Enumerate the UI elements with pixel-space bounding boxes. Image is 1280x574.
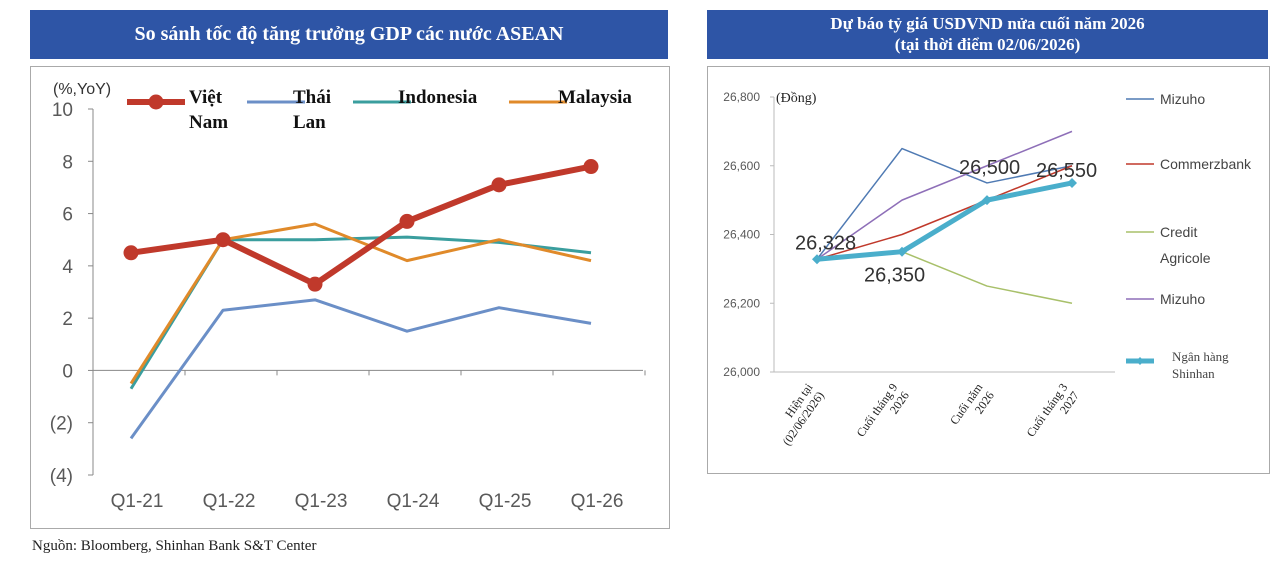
legend-label-3: Mizuho bbox=[1160, 291, 1205, 307]
series-line-0 bbox=[816, 147, 1073, 260]
y-tick-label: (4) bbox=[50, 466, 73, 487]
legend-label-1: Thái bbox=[293, 87, 331, 108]
series-line-2 bbox=[816, 250, 1073, 304]
x-tick-label: Q1-23 bbox=[295, 491, 348, 512]
series-point-0 bbox=[583, 159, 599, 175]
legend-label-4: Ngân hàng bbox=[1172, 349, 1229, 364]
series-point-4 bbox=[1067, 177, 1077, 188]
series-point-0 bbox=[307, 276, 323, 292]
legend-label-0: Mizuho bbox=[1160, 91, 1205, 107]
gdp-chart-panel: (4) (2) 0 2 4 6 8 10 Q1-21 Q1-22 Q1-23 Q1-24 Q1-25 Q1… bbox=[30, 66, 670, 529]
gdp-chart: (4) (2) 0 2 4 6 8 10 Q1-21 Q1-22 Q1-23 Q1-24 Q1-25 Q1… bbox=[50, 81, 646, 512]
fx-chart-panel: 26,000 26,200 26,400 26,600 26,800 (Đồng) Hiện… bbox=[707, 66, 1270, 474]
legend-label-3: Malaysia bbox=[558, 87, 632, 108]
x-tick-label: Q1-21 bbox=[111, 491, 164, 512]
legend-label-1: Lan bbox=[293, 112, 326, 133]
legend-label-2: Indonesia bbox=[398, 87, 478, 108]
y-axis-label: (Đồng) bbox=[776, 91, 817, 106]
data-label: 26,500 bbox=[959, 157, 1020, 179]
x-tick-label: Q1-26 bbox=[571, 491, 624, 512]
y-tick-label: 26,400 bbox=[723, 228, 760, 242]
data-label: 26,550 bbox=[1036, 160, 1097, 182]
gdp-chart-title: So sánh tốc độ tăng trưởng GDP các nước … bbox=[30, 10, 668, 59]
data-label: 26,350 bbox=[864, 265, 925, 287]
legend-label-1: Commerzbank bbox=[1160, 156, 1252, 172]
y-tick-label: 6 bbox=[62, 205, 73, 226]
y-tick-label: (2) bbox=[50, 414, 73, 435]
series-point-0 bbox=[215, 232, 231, 248]
series-point-4 bbox=[812, 254, 822, 265]
series-line-3 bbox=[816, 130, 1073, 260]
y-tick-label: 4 bbox=[62, 257, 73, 278]
series-line-0 bbox=[130, 163, 592, 288]
fx-chart-title-line-1: Dự báo tỷ giá USDVND nửa cuối năm 2026 bbox=[830, 14, 1145, 33]
legend-label-2: Agricole bbox=[1160, 250, 1211, 266]
series-point-4 bbox=[982, 195, 992, 206]
legend-label-0: Nam bbox=[189, 112, 228, 133]
fx-chart: 26,000 26,200 26,400 26,600 26,800 (Đồng) Hiện… bbox=[723, 90, 1252, 448]
y-tick-label: 26,800 bbox=[723, 90, 760, 104]
legend-label-2: Credit bbox=[1160, 224, 1197, 240]
legend-label-4: Shinhan bbox=[1172, 366, 1215, 381]
legend-marker-4 bbox=[1136, 357, 1144, 365]
fx-chart-title: Dự báo tỷ giá USDVND nửa cuối năm 2026 (… bbox=[707, 10, 1268, 59]
series-point-0 bbox=[399, 213, 415, 229]
y-tick-label: 26,200 bbox=[723, 296, 760, 310]
series-line-1 bbox=[816, 165, 1073, 260]
y-tick-label: 26,600 bbox=[723, 159, 760, 173]
y-tick-label: 8 bbox=[62, 152, 73, 173]
series-point-0 bbox=[123, 245, 139, 261]
series-point-4 bbox=[897, 246, 907, 257]
legend-label-0: Việt bbox=[189, 87, 223, 108]
y-tick-label: 0 bbox=[62, 361, 73, 382]
series-line-3 bbox=[129, 222, 592, 385]
source-note: Nguồn: Bloomberg, Shinhan Bank S&T Cente… bbox=[32, 538, 317, 554]
y-axis-label: (%,YoY) bbox=[53, 81, 111, 98]
legend-marker-0 bbox=[148, 94, 164, 110]
x-tick-label: Q1-25 bbox=[479, 491, 532, 512]
x-tick-label: Q1-24 bbox=[387, 491, 440, 512]
y-tick-label: 2 bbox=[62, 309, 73, 330]
series-line-1 bbox=[129, 298, 592, 440]
y-tick-label: 26,000 bbox=[723, 365, 760, 379]
fx-chart-title-line-2: (tại thời điểm 02/06/2026) bbox=[894, 35, 1081, 54]
series-line-4 bbox=[816, 180, 1073, 262]
x-tick-label: Hiện tại(02/06/2026) bbox=[780, 380, 827, 448]
y-tick-label: 10 bbox=[52, 100, 73, 121]
series-point-0 bbox=[491, 177, 507, 193]
data-label: 26,328 bbox=[795, 232, 856, 254]
x-tick-label: Q1-22 bbox=[203, 491, 256, 512]
